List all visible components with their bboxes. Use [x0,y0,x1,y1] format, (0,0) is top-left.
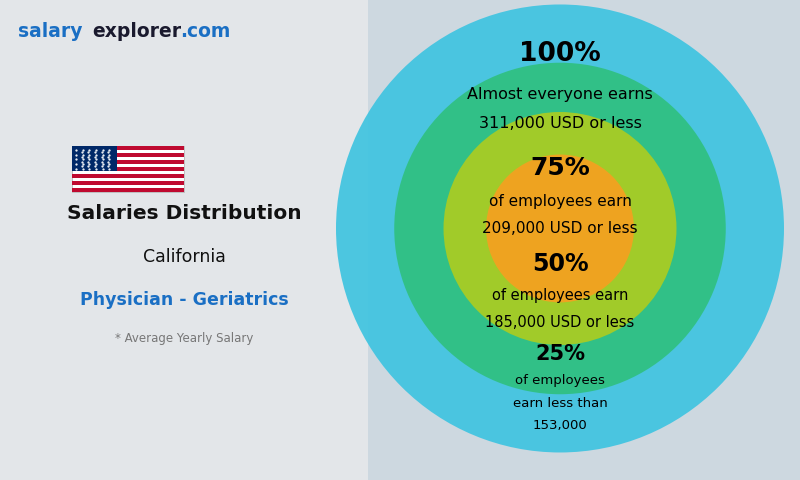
Text: earn less than: earn less than [513,396,607,410]
Text: 185,000 USD or less: 185,000 USD or less [486,315,634,330]
Text: * Average Yearly Salary: * Average Yearly Salary [115,332,253,345]
Text: 153,000: 153,000 [533,419,587,432]
Bar [72,146,184,150]
Text: 311,000 USD or less: 311,000 USD or less [478,116,642,131]
Bar [72,160,184,164]
Circle shape [394,63,726,394]
Bar [72,154,184,157]
Text: of employees earn: of employees earn [492,288,628,303]
Text: of employees: of employees [515,374,605,387]
Text: 75%: 75% [530,156,590,180]
Text: Physician - Geriatrics: Physician - Geriatrics [80,291,288,309]
Text: 100%: 100% [519,41,601,67]
Text: 25%: 25% [535,344,585,364]
Bar [72,146,117,171]
Text: 50%: 50% [532,252,588,276]
Text: Salaries Distribution: Salaries Distribution [66,204,302,223]
Text: California: California [142,248,226,266]
Text: explorer: explorer [92,22,181,41]
Bar [72,168,184,171]
Bar [72,189,184,192]
Text: .com: .com [180,22,230,41]
Bar [72,174,184,178]
Circle shape [486,155,634,302]
Text: Almost everyone earns: Almost everyone earns [467,86,653,102]
Text: of employees earn: of employees earn [489,194,631,209]
Circle shape [336,4,784,453]
Text: salary: salary [18,22,82,41]
Circle shape [443,112,677,345]
Bar [72,181,184,185]
Text: 209,000 USD or less: 209,000 USD or less [482,221,638,236]
FancyBboxPatch shape [0,0,368,480]
FancyBboxPatch shape [72,146,184,192]
